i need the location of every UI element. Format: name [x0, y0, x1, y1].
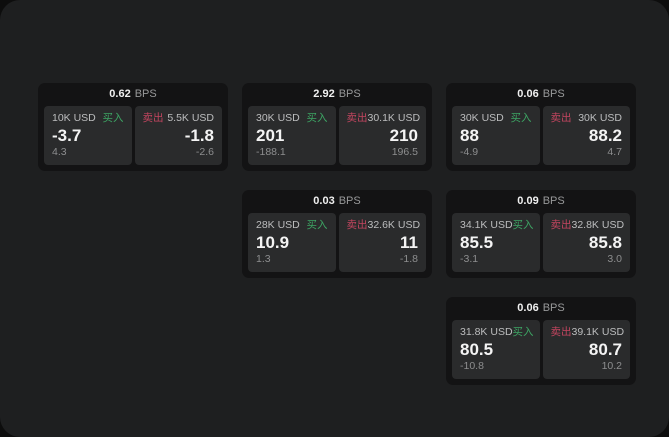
- quote-card: 0.62 BPS 10K USD 买入 -3.7 4.3 卖出 5.5K USD: [38, 83, 228, 171]
- bid-ask-panels: 10K USD 买入 -3.7 4.3 卖出 5.5K USD -1.8 -2.…: [44, 106, 222, 165]
- quote-card: 0.09 BPS 34.1K USD 买入 85.5 -3.1 卖出 32.8K…: [446, 190, 636, 278]
- spread-value: 0.09: [517, 195, 539, 207]
- sell-notional: 32.6K USD: [367, 219, 421, 231]
- ask-price: 210: [389, 125, 418, 145]
- buy-panel[interactable]: 10K USD 买入 -3.7 4.3: [44, 106, 132, 165]
- ask-price: 11: [400, 232, 418, 252]
- sell-notional: 30.1K USD: [367, 112, 421, 124]
- bid-price: -3.7: [52, 125, 82, 145]
- buy-panel[interactable]: 30K USD 买入 88 -4.9: [452, 106, 540, 165]
- buy-panel[interactable]: 28K USD 买入 10.9 1.3: [248, 213, 336, 272]
- buy-panel[interactable]: 30K USD 买入 201 -188.1: [248, 106, 336, 165]
- spread-unit: BPS: [338, 195, 361, 207]
- buy-panel[interactable]: 31.8K USD 买入 80.5 -10.8: [452, 320, 540, 379]
- bid-price: 80.5: [460, 339, 494, 359]
- ask-price: 88.2: [588, 125, 622, 145]
- spread-value: 0.62: [109, 88, 131, 100]
- quote-card-grid: 0.62 BPS 10K USD 买入 -3.7 4.3 卖出 5.5K USD: [38, 83, 636, 385]
- sell-notional: 32.8K USD: [571, 219, 625, 231]
- ask-delta: -1.8: [399, 253, 418, 266]
- sell-panel[interactable]: 卖出 32.6K USD 11 -1.8: [338, 213, 426, 272]
- sell-label: 卖出: [142, 112, 164, 124]
- ask-delta: 4.7: [607, 146, 622, 159]
- ask-delta: -2.6: [195, 146, 214, 159]
- spread-header: 0.03 BPS: [248, 190, 426, 213]
- spread-header: 0.06 BPS: [452, 83, 630, 106]
- quote-card: 0.03 BPS 28K USD 买入 10.9 1.3 卖出 32.6K US…: [242, 190, 432, 278]
- buy-notional: 28K USD: [256, 219, 300, 231]
- buy-label: 买入: [306, 219, 328, 231]
- sell-notional: 39.1K USD: [571, 326, 625, 338]
- quote-card: 0.06 BPS 30K USD 买入 88 -4.9 卖出 30K USD: [446, 83, 636, 171]
- sell-label: 卖出: [346, 112, 368, 124]
- spread-unit: BPS: [542, 88, 565, 100]
- ask-delta: 3.0: [607, 253, 622, 266]
- bid-price: 201: [256, 125, 285, 145]
- sell-panel[interactable]: 卖出 32.8K USD 85.8 3.0: [542, 213, 630, 272]
- bid-delta: -10.8: [460, 360, 484, 373]
- sell-panel[interactable]: 卖出 30K USD 88.2 4.7: [542, 106, 630, 165]
- ask-delta: 10.2: [601, 360, 622, 373]
- spread-value: 2.92: [313, 88, 335, 100]
- buy-panel[interactable]: 34.1K USD 买入 85.5 -3.1: [452, 213, 540, 272]
- spread-value: 0.06: [517, 88, 539, 100]
- quote-card: 2.92 BPS 30K USD 买入 201 -188.1 卖出 30.1K …: [242, 83, 432, 171]
- buy-label: 买入: [510, 112, 532, 124]
- sell-panel[interactable]: 卖出 30.1K USD 210 196.5: [338, 106, 426, 165]
- ask-price: 85.8: [588, 232, 622, 252]
- bid-price: 88: [460, 125, 479, 145]
- quote-card: 0.06 BPS 31.8K USD 买入 80.5 -10.8 卖出 39.1…: [446, 297, 636, 385]
- spread-unit: BPS: [542, 302, 565, 314]
- sell-label: 卖出: [346, 219, 368, 231]
- buy-notional: 30K USD: [460, 112, 504, 124]
- bid-delta: 1.3: [256, 253, 271, 266]
- bid-ask-panels: 31.8K USD 买入 80.5 -10.8 卖出 39.1K USD 80.…: [452, 320, 630, 379]
- bid-delta: -4.9: [460, 146, 479, 159]
- buy-notional: 31.8K USD: [460, 326, 513, 338]
- bid-delta: -3.1: [460, 253, 479, 266]
- sell-label: 卖出: [550, 326, 572, 338]
- sell-panel[interactable]: 卖出 5.5K USD -1.8 -2.6: [134, 106, 222, 165]
- buy-notional: 30K USD: [256, 112, 300, 124]
- spread-unit: BPS: [134, 88, 157, 100]
- spread-header: 0.62 BPS: [44, 83, 222, 106]
- sell-notional: 30K USD: [578, 112, 622, 124]
- sell-label: 卖出: [550, 112, 572, 124]
- bid-delta: -188.1: [256, 146, 286, 159]
- ask-delta: 196.5: [391, 146, 418, 159]
- bid-ask-panels: 30K USD 买入 88 -4.9 卖出 30K USD 88.2 4.7: [452, 106, 630, 165]
- bid-ask-panels: 34.1K USD 买入 85.5 -3.1 卖出 32.8K USD 85.8…: [452, 213, 630, 272]
- spread-header: 0.09 BPS: [452, 190, 630, 213]
- spread-header: 2.92 BPS: [248, 83, 426, 106]
- buy-label: 买入: [306, 112, 328, 124]
- sell-notional: 5.5K USD: [167, 112, 214, 124]
- sell-panel[interactable]: 卖出 39.1K USD 80.7 10.2: [542, 320, 630, 379]
- bid-delta: 4.3: [52, 146, 67, 159]
- spread-unit: BPS: [338, 88, 361, 100]
- buy-label: 买入: [512, 219, 534, 231]
- buy-notional: 34.1K USD: [460, 219, 513, 231]
- buy-notional: 10K USD: [52, 112, 96, 124]
- bid-price: 85.5: [460, 232, 494, 252]
- spread-header: 0.06 BPS: [452, 297, 630, 320]
- bid-ask-panels: 28K USD 买入 10.9 1.3 卖出 32.6K USD 11 -1.8: [248, 213, 426, 272]
- bid-price: 10.9: [256, 232, 290, 252]
- spread-unit: BPS: [542, 195, 565, 207]
- buy-label: 买入: [102, 112, 124, 124]
- spread-value: 0.06: [517, 302, 539, 314]
- ask-price: 80.7: [588, 339, 622, 359]
- sell-label: 卖出: [550, 219, 572, 231]
- ask-price: -1.8: [184, 125, 214, 145]
- bid-ask-panels: 30K USD 买入 201 -188.1 卖出 30.1K USD 210 1…: [248, 106, 426, 165]
- buy-label: 买入: [512, 326, 534, 338]
- spread-value: 0.03: [313, 195, 335, 207]
